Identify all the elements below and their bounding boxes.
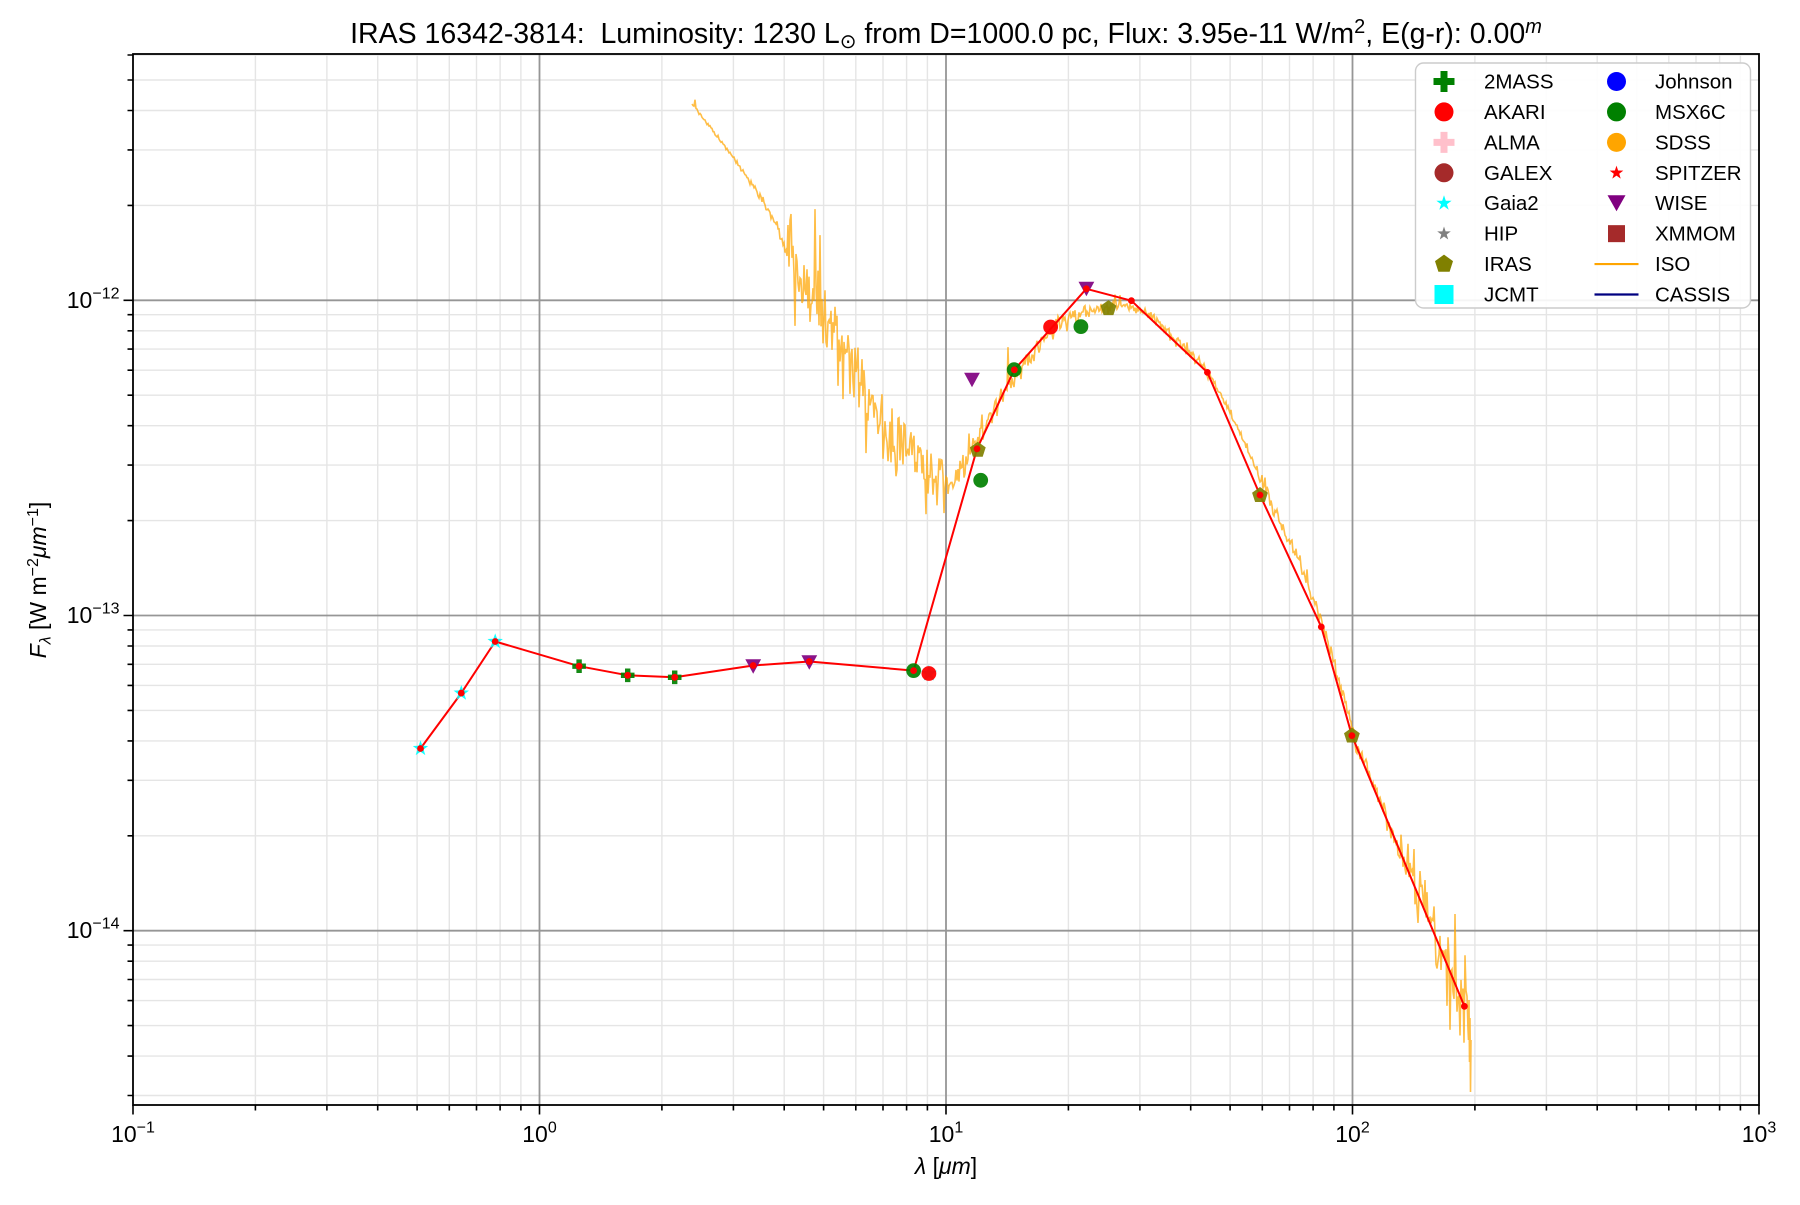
svg-text:GALEX: GALEX [1484, 162, 1553, 185]
svg-text:Gaia2: Gaia2 [1484, 192, 1539, 215]
svg-text:10−1: 10−1 [111, 1120, 155, 1148]
svg-text:Fλ [W m−2μm−1]: Fλ [W m−2μm−1] [25, 502, 55, 659]
svg-text:WISE: WISE [1655, 192, 1707, 215]
svg-text:HIP: HIP [1484, 223, 1518, 246]
svg-text:IRAS 16342-3814: Luminosity:: IRAS 16342-3814: Luminosity: 1230 L⊙ fro… [350, 16, 1542, 53]
svg-text:MSX6C: MSX6C [1655, 101, 1726, 124]
svg-text:SDSS: SDSS [1655, 131, 1711, 154]
svg-text:IRAS: IRAS [1484, 253, 1532, 276]
svg-text:2MASS: 2MASS [1484, 71, 1554, 94]
svg-text:10−14: 10−14 [67, 916, 120, 944]
svg-text:Johnson: Johnson [1655, 71, 1733, 94]
svg-text:ALMA: ALMA [1484, 131, 1540, 154]
svg-text:SPITZER: SPITZER [1655, 162, 1742, 185]
svg-text:λ [μm]: λ [μm] [913, 1153, 977, 1179]
svg-text:XMMOM: XMMOM [1655, 223, 1736, 246]
svg-text:JCMT: JCMT [1484, 284, 1539, 307]
svg-text:CASSIS: CASSIS [1655, 284, 1730, 307]
svg-text:ISO: ISO [1655, 253, 1690, 276]
svg-text:AKARI: AKARI [1484, 101, 1546, 124]
